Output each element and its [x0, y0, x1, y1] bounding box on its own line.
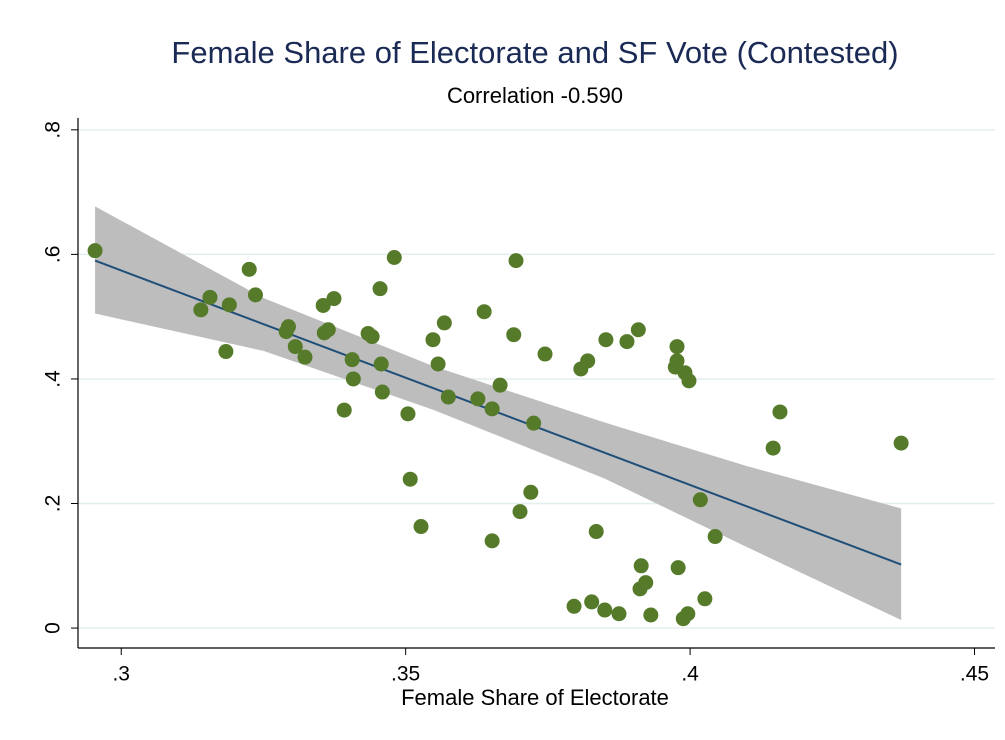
scatter-point	[523, 484, 539, 500]
scatter-point	[373, 356, 389, 372]
scatter-point	[512, 504, 528, 520]
scatter-point	[669, 339, 685, 355]
scatter-point	[588, 524, 604, 540]
scatter-point	[597, 602, 613, 618]
x-tick-label: .4	[681, 663, 699, 686]
scatter-point	[707, 529, 723, 545]
scatter-point	[580, 353, 596, 369]
scatter-point	[772, 404, 788, 420]
scatter-point	[221, 297, 237, 313]
scatter-point	[765, 440, 781, 456]
scatter-point	[692, 492, 708, 508]
scatter-point	[413, 519, 429, 535]
scatter-point	[315, 297, 331, 313]
scatter-point	[633, 558, 649, 574]
scatter-point	[526, 415, 542, 431]
scatter-point	[630, 322, 646, 338]
scatter-point	[218, 344, 234, 360]
scatter-point	[697, 591, 713, 607]
scatter-point	[87, 243, 103, 259]
scatter-point	[643, 607, 659, 623]
x-tick-label: .3	[112, 663, 130, 686]
scatter-point	[278, 324, 294, 340]
scatter-point	[893, 435, 909, 451]
chart-title: Female Share of Electorate and SF Vote (…	[171, 35, 898, 70]
scatter-point	[425, 332, 441, 348]
scatter-point	[400, 406, 416, 422]
scatter-point	[374, 384, 390, 400]
scatter-point	[484, 401, 500, 417]
scatter-point	[681, 373, 697, 389]
scatter-point	[611, 606, 627, 622]
scatter-point	[241, 261, 257, 277]
scatter-point	[402, 471, 418, 487]
scatter-point	[537, 346, 553, 362]
scatter-point	[345, 371, 361, 387]
x-tick-label: .45	[960, 663, 989, 686]
scatter-point	[344, 352, 360, 368]
scatter-point	[598, 332, 614, 348]
scatter-point	[202, 289, 218, 305]
scatter-point	[638, 575, 654, 591]
scatter-point	[476, 304, 492, 320]
scatter-point	[584, 594, 600, 610]
y-tick-label: 0	[42, 622, 65, 634]
y-tick-label: .6	[42, 246, 65, 264]
scatter-point	[247, 287, 263, 303]
scatter-point	[336, 402, 352, 418]
scatter-point	[287, 339, 303, 355]
y-tick-label: .4	[42, 370, 65, 388]
scatter-point	[316, 325, 332, 341]
scatter-point	[619, 334, 635, 350]
y-tick-label: .8	[42, 121, 65, 139]
scatter-point	[470, 391, 486, 407]
scatter-point	[193, 302, 209, 318]
scatter-point	[670, 560, 686, 576]
scatter-point	[326, 291, 342, 307]
scatter-point	[436, 315, 452, 331]
scatter-point	[440, 389, 456, 405]
scatter-point	[506, 327, 522, 343]
chart-subtitle: Correlation -0.590	[447, 83, 623, 108]
scatter-point	[372, 281, 388, 297]
scatter-point	[386, 250, 402, 266]
scatter-point	[508, 253, 524, 269]
scatter-point	[566, 598, 582, 614]
scatter-point	[484, 533, 500, 549]
plot-area	[87, 206, 909, 627]
scatter-point	[430, 356, 446, 372]
scatter-point	[297, 349, 313, 365]
y-tick-label: .2	[42, 495, 65, 513]
scatter-point	[492, 377, 508, 393]
scatter-point	[364, 329, 380, 345]
scatter-point	[680, 606, 696, 622]
x-axis-label: Female Share of Electorate	[401, 685, 669, 710]
x-tick-label: .35	[391, 663, 420, 686]
